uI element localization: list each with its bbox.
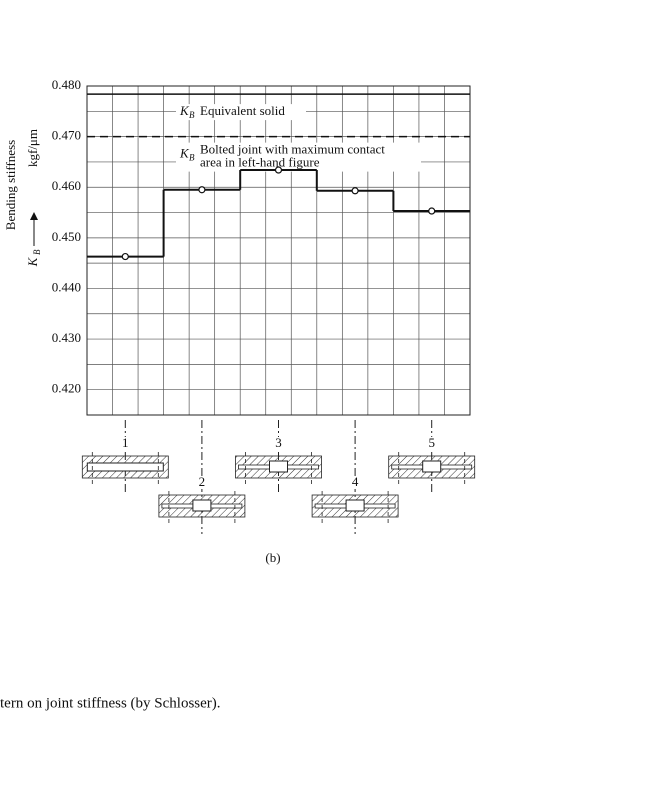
step-marker <box>351 187 359 195</box>
number-backdrop <box>350 476 361 489</box>
joint-contact <box>269 460 288 473</box>
symbol-sub: B <box>189 110 195 120</box>
y-tick-label: 0.450 <box>52 229 81 244</box>
step-marker <box>428 207 436 215</box>
y-tick-label: 0.470 <box>52 128 81 143</box>
step-marker <box>198 186 206 194</box>
y-tick-label: 0.420 <box>52 381 81 396</box>
number-backdrop <box>120 437 131 450</box>
y-tick-label: 0.440 <box>52 279 81 294</box>
joint-contact <box>192 499 212 512</box>
reference-label-line: Equivalent solid <box>200 103 285 118</box>
y-tick-label: 0.460 <box>52 178 81 193</box>
y-arrowhead <box>30 212 38 220</box>
panel-label: (b) <box>265 550 280 565</box>
symbol: K <box>25 256 40 267</box>
reference-label: K B Bolted joint with maximum contactarea … <box>176 142 421 172</box>
plot-frame <box>86 85 471 416</box>
symbol-sub: B <box>189 153 195 163</box>
category-label: 2 <box>199 474 206 489</box>
symbol-sub: B <box>32 249 42 255</box>
joint-contact <box>422 460 442 473</box>
category-label: 4 <box>352 474 359 489</box>
y-title: Bending stiffness <box>3 140 18 230</box>
step-marker <box>274 166 283 174</box>
joint-contact <box>345 499 365 512</box>
number-backdrop <box>196 476 207 489</box>
label-backdrop <box>176 142 421 172</box>
symbol: K <box>179 103 190 118</box>
reference-label-line: area in left-hand figure <box>200 155 320 170</box>
y-unit: kgf/μm <box>25 129 40 167</box>
y-tick-label: 0.430 <box>52 330 81 345</box>
joint-bore <box>86 462 164 472</box>
reference-label-line: Bolted joint with maximum contact <box>200 142 385 157</box>
y-tick-label: 0.480 <box>52 77 81 92</box>
category-label: 1 <box>122 435 129 450</box>
reference-label: K B Equivalent solid <box>176 103 306 120</box>
category-label: 5 <box>428 435 435 450</box>
category-label: 3 <box>275 435 282 450</box>
number-backdrop <box>273 437 284 450</box>
figure-caption: tern on joint stiffness (by Schlosser). <box>0 695 221 711</box>
step-marker <box>121 252 129 261</box>
number-backdrop <box>426 437 437 450</box>
symbol: K <box>179 146 190 161</box>
y-symbol: K B <box>25 249 42 267</box>
label-backdrop <box>176 104 306 121</box>
